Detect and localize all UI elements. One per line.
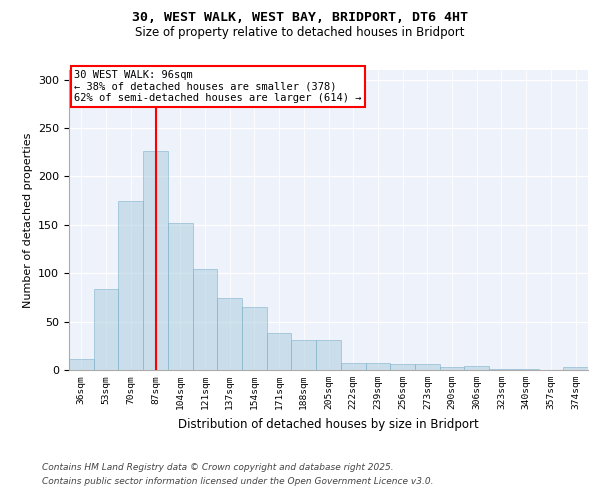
Bar [242,307,267,370]
Bar [118,200,143,370]
Bar [489,369,514,370]
Text: Contains public sector information licensed under the Open Government Licence v3: Contains public sector information licen… [42,478,433,486]
Bar [69,360,94,370]
Bar [563,367,588,370]
Bar [390,364,415,370]
Bar [316,340,341,370]
Text: Contains HM Land Registry data © Crown copyright and database right 2025.: Contains HM Land Registry data © Crown c… [42,462,394,471]
Bar [267,333,292,370]
Bar [217,298,242,370]
Bar [440,367,464,370]
Y-axis label: Number of detached properties: Number of detached properties [23,132,32,308]
Text: 30, WEST WALK, WEST BAY, BRIDPORT, DT6 4HT: 30, WEST WALK, WEST BAY, BRIDPORT, DT6 4… [132,11,468,24]
Bar [143,152,168,370]
Bar [341,363,365,370]
Bar [292,340,316,370]
Bar [514,369,539,370]
Text: 30 WEST WALK: 96sqm
← 38% of detached houses are smaller (378)
62% of semi-detac: 30 WEST WALK: 96sqm ← 38% of detached ho… [74,70,362,103]
Bar [464,366,489,370]
Bar [168,223,193,370]
X-axis label: Distribution of detached houses by size in Bridport: Distribution of detached houses by size … [178,418,479,430]
Bar [365,363,390,370]
Bar [193,270,217,370]
Bar [94,288,118,370]
Text: Size of property relative to detached houses in Bridport: Size of property relative to detached ho… [135,26,465,39]
Bar [415,364,440,370]
